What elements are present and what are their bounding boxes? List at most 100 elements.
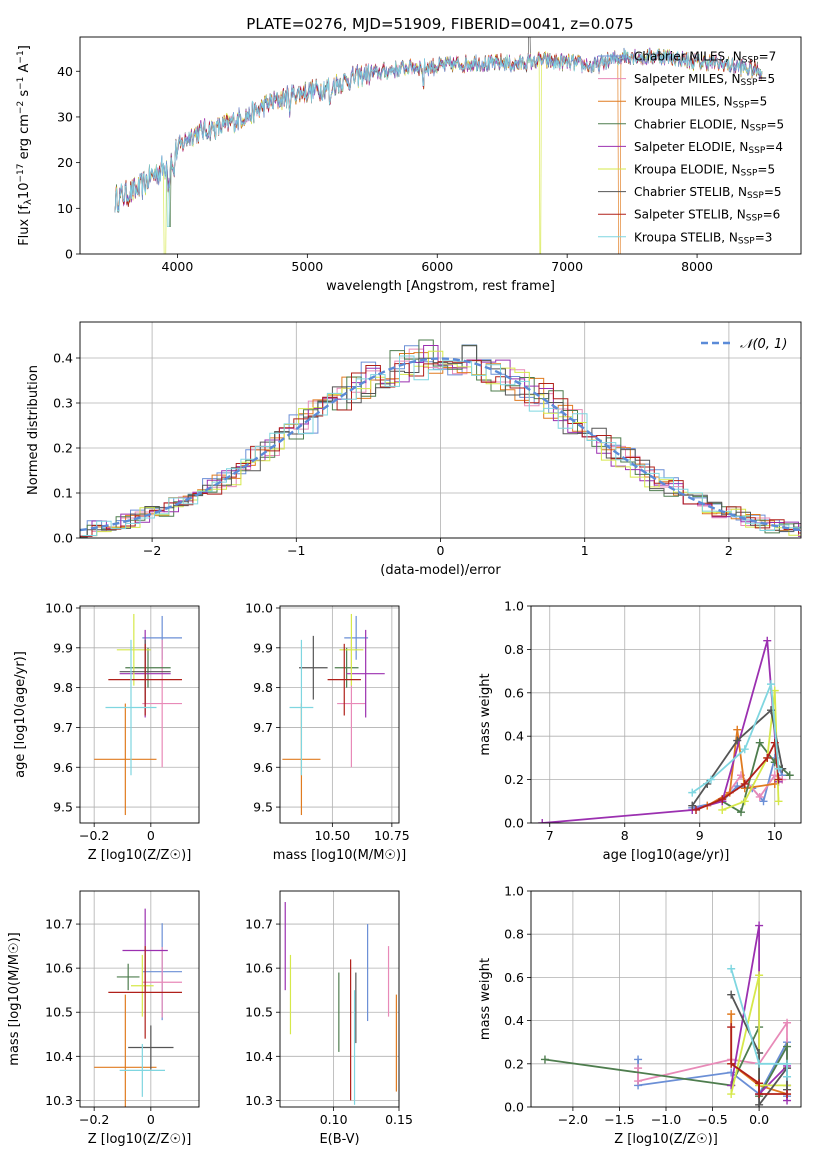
errorbar-kroupa-stelib — [119, 1043, 165, 1097]
x-tick-label: 0.15 — [385, 1112, 413, 1127]
y-axis-label-part: λ — [23, 199, 34, 205]
plot-area — [538, 636, 794, 823]
errorbar-chabrier-elodie — [116, 963, 140, 991]
weight-point-marker — [783, 1042, 792, 1051]
weight-point-marker — [759, 797, 768, 806]
y-tick-label: 9.9 — [53, 640, 73, 655]
weight-point-marker — [767, 680, 775, 689]
y-axis-label-part: −17 — [16, 164, 26, 183]
weight-point-marker — [785, 771, 794, 780]
weight-point-marker — [755, 792, 764, 801]
weight-point-marker — [737, 808, 745, 817]
legend-nssp-value: =5 — [757, 163, 775, 177]
weight-point-marker — [540, 1055, 549, 1064]
y-tick-label: 0.4 — [504, 729, 524, 744]
x-axis-label: age [log10(age/yr)] — [603, 848, 730, 863]
weight-point-marker — [774, 764, 783, 773]
weight-point-marker — [538, 819, 547, 823]
plot-area — [540, 921, 792, 1107]
weight-point-marker — [755, 1079, 764, 1088]
legend-entry-kroupa-stelib: Kroupa STELIB, NSSP=3 — [634, 230, 772, 246]
x-axis-label: Z [log10(Z/Z☉)] — [614, 1132, 718, 1147]
weight-line — [542, 640, 780, 823]
y-tick-label: 9.5 — [53, 800, 73, 815]
histogram-steps-kroupa-stelib — [82, 355, 801, 536]
histogram-steps-salpeter-miles — [80, 348, 801, 537]
mass-vs-metallicity-panel: −0.2 0 10.3 10.4 10.5 10.6 10.7 Z [log10(Z/Z☉)]… — [7, 890, 200, 1147]
errorbar-salpeter-stelib — [108, 946, 182, 1039]
errorbar-salpeter-elodie — [346, 629, 385, 718]
axes-frame — [530, 605, 802, 824]
ticks: −2 −1 0 1 2 0.0 0.1 0.2 0.3 0.4 — [53, 322, 801, 558]
weight-point-marker — [763, 636, 772, 645]
y-axis-label-part: −1 — [16, 50, 26, 63]
legend-entry-salpeter-elodie: Salpeter ELODIE, NSSP=4 — [634, 140, 783, 156]
legend-nssp-value: =3 — [755, 230, 773, 244]
y-tick-label: 0.4 — [504, 1013, 524, 1028]
legend-model-name: Chabrier ELODIE, N — [634, 117, 750, 131]
x-tick-label: −0.2 — [79, 1112, 109, 1127]
y-axis-label-part: ] — [17, 45, 32, 50]
y-tick-label: 0.1 — [53, 486, 73, 501]
weight-line — [730, 968, 788, 1077]
y-tick-label: 9.9 — [253, 640, 273, 655]
y-tick-label: 30 — [57, 109, 73, 124]
x-tick-label: 4000 — [162, 259, 194, 274]
y-tick-label: 0.0 — [504, 816, 524, 831]
y-tick-label: 9.8 — [53, 680, 73, 695]
weight-point-marker — [783, 1090, 792, 1099]
axes-frame — [79, 605, 200, 824]
y-tick-label: 0.2 — [53, 441, 73, 456]
x-tick-label: 10.75 — [374, 828, 410, 843]
axes-frame — [79, 890, 200, 1108]
x-axis-label: Z [log10(Z/Z☉)] — [88, 1132, 192, 1147]
legend-subscript: SSP — [741, 78, 758, 88]
legend-entry-chabrier-miles: Chabrier MILES, NSSP=7 — [634, 50, 776, 66]
y-tick-label: 0.6 — [504, 685, 524, 700]
y-axis-label: mass weight — [478, 673, 493, 755]
legend-nssp-value: =7 — [759, 50, 777, 64]
errorbar-salpeter-stelib — [108, 643, 182, 716]
x-tick-label: −1.0 — [651, 1112, 681, 1127]
y-tick-label: 10.0 — [45, 600, 73, 615]
mass-weight-vs-metallicity-panel: −2.0 −1.5 −1.0 −0.5 0.0 0.0 0.2 0.4 0.6 0.8 1.0 Z [… — [478, 884, 802, 1147]
y-tick-label: 0.3 — [53, 396, 73, 411]
x-tick-label: 0.0 — [749, 1112, 769, 1127]
y-axis-label-part: Flux [f — [17, 205, 32, 246]
y-axis-label-part: −2 — [16, 101, 26, 114]
y-tick-label: 9.8 — [253, 680, 273, 695]
errorbar-kroupa-stelib — [105, 639, 157, 776]
y-tick-label: 10.3 — [45, 1093, 73, 1108]
weight-point-marker — [688, 788, 697, 797]
weight-point-marker — [755, 1090, 764, 1099]
weight-point-marker — [763, 753, 772, 762]
weight-point-marker — [727, 1010, 736, 1019]
legend-entry-chabrier-elodie: Chabrier ELODIE, NSSP=5 — [634, 117, 784, 133]
histogram-steps-chabrier-miles — [80, 344, 801, 538]
weight-point-marker — [727, 990, 736, 999]
weight-point-marker — [755, 971, 764, 980]
weight-point-marker — [740, 797, 749, 806]
legend-entry-salpeter-miles: Salpeter MILES, NSSP=5 — [634, 72, 775, 88]
legend-entry-chabrier-stelib: Chabrier STELIB, NSSP=5 — [634, 185, 782, 201]
weight-line — [695, 739, 780, 811]
ticks: −0.2 0 10.3 10.4 10.5 10.6 10.7 — [45, 891, 199, 1127]
weight-series-kroupa-stelib — [727, 964, 792, 1081]
legend-model-name: Salpeter MILES, N — [634, 72, 741, 86]
legend-entry-kroupa-miles: Kroupa MILES, NSSP=5 — [634, 95, 767, 111]
legend-nssp-value: =6 — [763, 208, 781, 222]
legend-subscript: SSP — [738, 237, 755, 247]
ticks: −2.0 −1.5 −1.0 −0.5 0.0 0.0 0.2 0.4 0.6 0.8 1.0 — [504, 884, 801, 1127]
y-tick-label: 1.0 — [504, 884, 524, 899]
x-tick-label: −0.5 — [697, 1112, 727, 1127]
errorbar-salpeter-miles — [142, 946, 182, 1018]
errorbar-salpeter-miles — [142, 639, 182, 768]
plot-area — [114, 37, 763, 254]
y-tick-label: 10.5 — [45, 1005, 73, 1020]
spectrum-line-kroupa-stelib — [114, 48, 763, 227]
y-axis-label: age [log10(age/yr)] — [13, 651, 28, 778]
y-tick-label: 10.7 — [45, 917, 73, 932]
ticks: 10.50 10.75 9.5 9.6 9.7 9.8 9.9 10.0 — [245, 600, 410, 843]
errorbar-chabrier-elodie — [334, 647, 359, 688]
